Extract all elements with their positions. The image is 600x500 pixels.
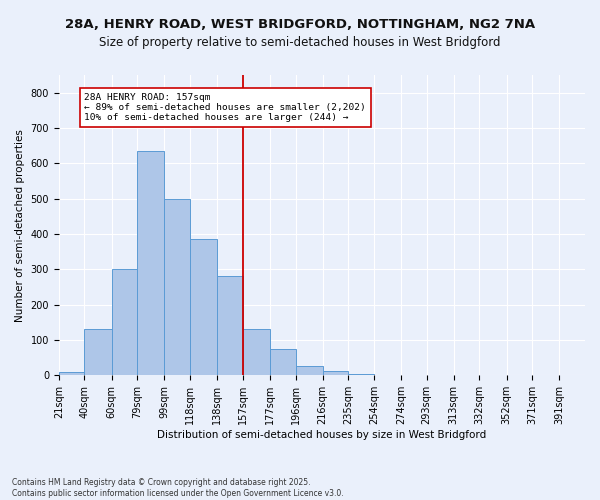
Text: Contains HM Land Registry data © Crown copyright and database right 2025.
Contai: Contains HM Land Registry data © Crown c… xyxy=(12,478,344,498)
Bar xyxy=(137,151,164,376)
Bar xyxy=(296,366,323,376)
Bar xyxy=(190,240,217,376)
Bar xyxy=(59,372,85,376)
Text: 28A, HENRY ROAD, WEST BRIDGFORD, NOTTINGHAM, NG2 7NA: 28A, HENRY ROAD, WEST BRIDGFORD, NOTTING… xyxy=(65,18,535,30)
Bar xyxy=(323,371,348,376)
Bar xyxy=(243,330,270,376)
Y-axis label: Number of semi-detached properties: Number of semi-detached properties xyxy=(15,128,25,322)
Text: 28A HENRY ROAD: 157sqm
← 89% of semi-detached houses are smaller (2,202)
10% of : 28A HENRY ROAD: 157sqm ← 89% of semi-det… xyxy=(85,92,366,122)
Bar xyxy=(85,330,112,376)
Bar xyxy=(164,198,190,376)
Bar xyxy=(112,270,137,376)
Text: Size of property relative to semi-detached houses in West Bridgford: Size of property relative to semi-detach… xyxy=(99,36,501,49)
X-axis label: Distribution of semi-detached houses by size in West Bridgford: Distribution of semi-detached houses by … xyxy=(157,430,487,440)
Bar xyxy=(348,374,374,376)
Bar xyxy=(270,349,296,376)
Bar xyxy=(217,276,243,376)
